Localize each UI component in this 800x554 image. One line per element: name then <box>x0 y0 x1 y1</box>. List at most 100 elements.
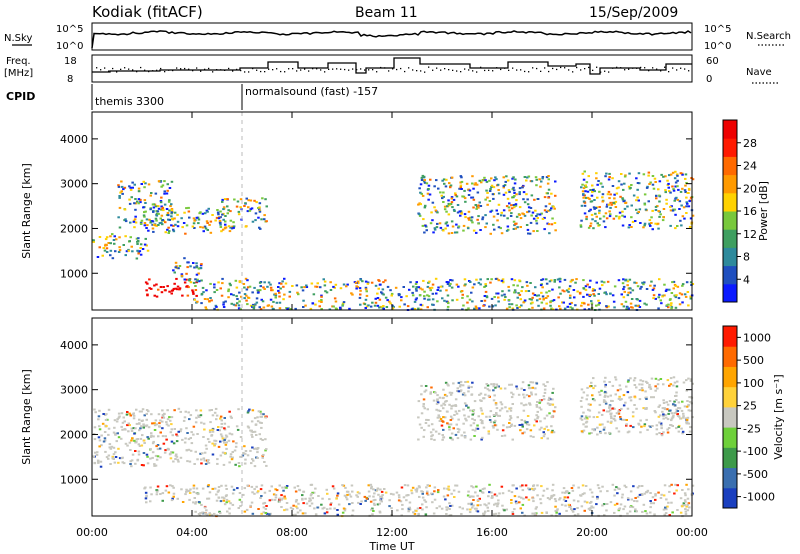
echo-cell <box>476 510 480 513</box>
echo-cell <box>222 218 225 221</box>
echo-cell <box>473 435 476 437</box>
echo-cell <box>551 217 554 220</box>
echo-cell <box>445 178 448 181</box>
echo-cell <box>154 464 158 467</box>
echo-cell <box>550 192 553 195</box>
echo-cell <box>649 492 652 494</box>
echo-cell <box>457 225 461 228</box>
echo-cell <box>433 438 436 441</box>
echo-cell <box>659 213 662 216</box>
echo-cell <box>473 283 476 286</box>
echo-cell <box>372 502 376 505</box>
echo-cell <box>260 512 263 515</box>
echo-cell <box>599 182 602 185</box>
echo-cell <box>627 498 630 501</box>
echo-cell <box>264 416 267 419</box>
echo-cell <box>519 298 522 301</box>
echo-cell <box>210 513 213 516</box>
noise-right-tick-bottom: 10^0 <box>704 41 731 52</box>
echo-cell <box>159 456 162 459</box>
echo-cell <box>192 501 195 504</box>
echo-cell <box>261 197 264 200</box>
echo-cell <box>608 215 612 218</box>
echo-cell <box>624 486 628 489</box>
echo-cell <box>676 198 680 201</box>
echo-cell <box>253 430 257 433</box>
echo-cell <box>135 408 138 411</box>
echo-cell <box>546 295 550 298</box>
echo-cell <box>607 410 611 413</box>
echo-cell <box>597 180 600 182</box>
echo-cell <box>168 209 171 212</box>
echo-cell <box>423 206 427 209</box>
echo-cell <box>652 294 656 297</box>
echo-cell <box>626 306 629 309</box>
echo-cell <box>543 216 546 219</box>
echo-cell <box>658 432 661 434</box>
echo-cell <box>314 513 318 516</box>
echo-cell <box>213 444 216 447</box>
echo-cell <box>138 429 141 432</box>
echo-cell <box>674 227 677 230</box>
echo-cell <box>505 508 508 511</box>
echo-cell <box>651 183 655 186</box>
echo-cell <box>488 483 491 486</box>
echo-cell <box>601 196 604 199</box>
echo-cell <box>123 420 126 423</box>
nave-dot <box>116 71 118 73</box>
echo-cell <box>173 409 176 412</box>
echo-cell <box>679 190 683 193</box>
echo-cell <box>554 510 557 512</box>
echo-cell <box>620 303 624 306</box>
echo-cell <box>227 439 231 442</box>
echo-cell <box>476 424 479 427</box>
echo-cell <box>525 281 529 284</box>
echo-cell <box>259 497 262 499</box>
echo-cell <box>107 457 110 460</box>
echo-cell <box>269 283 272 286</box>
echo-cell <box>419 203 422 206</box>
echo-cell <box>308 497 311 500</box>
echo-cell <box>417 400 421 403</box>
echo-cell <box>668 514 671 517</box>
echo-cell <box>525 428 529 431</box>
echo-cell <box>638 306 642 308</box>
echo-cell <box>263 288 266 290</box>
echo-cell <box>224 226 228 229</box>
echo-cell <box>451 225 455 228</box>
echo-cell <box>225 435 229 438</box>
echo-cell <box>550 223 554 226</box>
echo-cell <box>529 221 533 224</box>
echo-cell <box>193 219 196 222</box>
echo-cell <box>662 413 665 416</box>
echo-cell <box>105 456 109 459</box>
echo-cell <box>623 215 626 218</box>
echo-cell <box>501 281 505 284</box>
echo-cell <box>625 419 628 421</box>
echo-cell <box>174 287 177 290</box>
echo-cell <box>102 247 105 249</box>
echo-cell <box>556 508 559 511</box>
echo-cell <box>613 193 616 196</box>
colorbar-segment <box>723 386 737 408</box>
echo-cell <box>545 282 549 285</box>
echo-cell <box>129 414 132 417</box>
echo-cell <box>617 412 621 415</box>
echo-cell <box>471 300 474 303</box>
echo-cell <box>169 457 173 460</box>
echo-cell <box>197 414 200 417</box>
echo-cell <box>622 404 626 407</box>
echo-cell <box>408 501 412 504</box>
echo-cell <box>150 287 153 290</box>
echo-cell <box>593 429 596 432</box>
echo-cell <box>636 188 639 191</box>
echo-cell <box>300 286 303 289</box>
echo-cell <box>365 305 369 308</box>
echo-cell <box>403 303 406 306</box>
echo-cell <box>153 429 157 431</box>
echo-cell <box>348 307 351 310</box>
echo-cell <box>157 435 160 438</box>
echo-cell <box>449 419 453 421</box>
echo-cell <box>681 430 685 433</box>
echo-cell <box>488 491 491 494</box>
